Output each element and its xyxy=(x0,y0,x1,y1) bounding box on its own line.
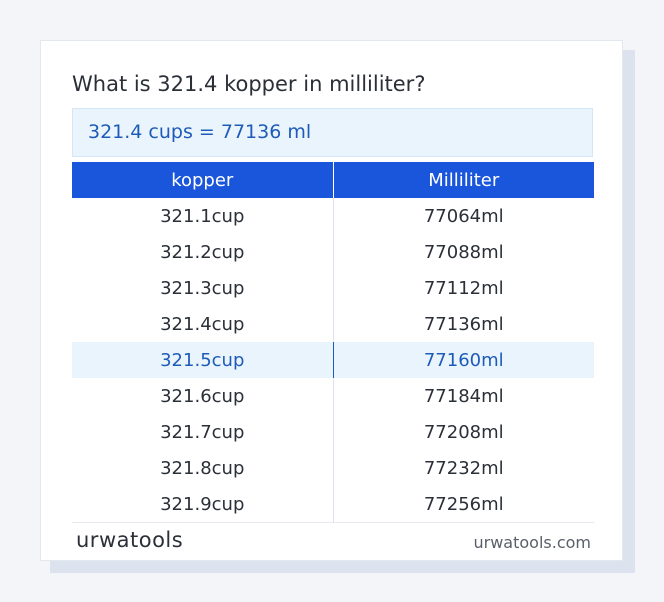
column-header-kopper: kopper xyxy=(72,162,333,198)
ml-value-cell: 77232ml xyxy=(332,450,594,486)
cup-value-cell: 321.7cup xyxy=(160,421,245,443)
converter-card: What is 321.4 kopper in milliliter? 321.… xyxy=(40,40,623,561)
cup-value-cell: 321.3cup xyxy=(160,277,245,299)
ml-value-cell: 77184ml xyxy=(332,378,594,414)
ml-value-cell: 77064ml xyxy=(332,198,594,234)
column-header-milliliter: Milliliter xyxy=(332,162,594,198)
table-row: 321.2cup 77088ml xyxy=(72,234,594,270)
ml-value-cell: 77088ml xyxy=(332,234,594,270)
site-link[interactable]: urwatools.com xyxy=(473,533,592,552)
ml-value-cell: 77136ml xyxy=(332,306,594,342)
cup-value-cell: 321.1cup xyxy=(160,205,245,227)
table-row: 321.8cup 77232ml xyxy=(72,450,594,486)
page-title: What is 321.4 kopper in milliliter? xyxy=(72,72,426,96)
urwatools-logo[interactable]: urwatools xyxy=(76,528,184,552)
table-row: 321.3cup 77112ml xyxy=(72,270,594,306)
cup-value-cell: 321.5cup xyxy=(72,342,333,378)
cup-value-cell: 321.9cup xyxy=(72,486,333,523)
ml-value-cell: 77160ml xyxy=(332,342,594,378)
table-header-row: kopper Milliliter xyxy=(72,162,594,198)
table-row: 321.7cup 77208ml xyxy=(72,414,594,450)
cup-value-cell: 321.2cup xyxy=(160,241,245,263)
cup-value-cell: 321.4cup xyxy=(160,313,245,335)
conversion-table: kopper Milliliter 321.1cup 77064ml 321.2cu… xyxy=(72,162,594,523)
result-box: 321.4 cups = 77136 ml xyxy=(72,108,593,157)
ml-value-cell: 77208ml xyxy=(332,414,594,450)
ml-value-cell: 77256ml xyxy=(332,486,594,523)
cup-value-cell: 321.8cup xyxy=(160,457,245,479)
table-row: 321.6cup 77184ml xyxy=(72,378,594,414)
table-row: 321.1cup 77064ml xyxy=(72,198,594,234)
ml-value-cell: 77112ml xyxy=(332,270,594,306)
cup-value-cell: 321.6cup xyxy=(160,385,245,407)
table-row: 321.9cup 77256ml xyxy=(72,486,594,523)
table-row: 321.5cup 77160ml xyxy=(72,342,594,378)
table-row: 321.4cup 77136ml xyxy=(72,306,594,342)
